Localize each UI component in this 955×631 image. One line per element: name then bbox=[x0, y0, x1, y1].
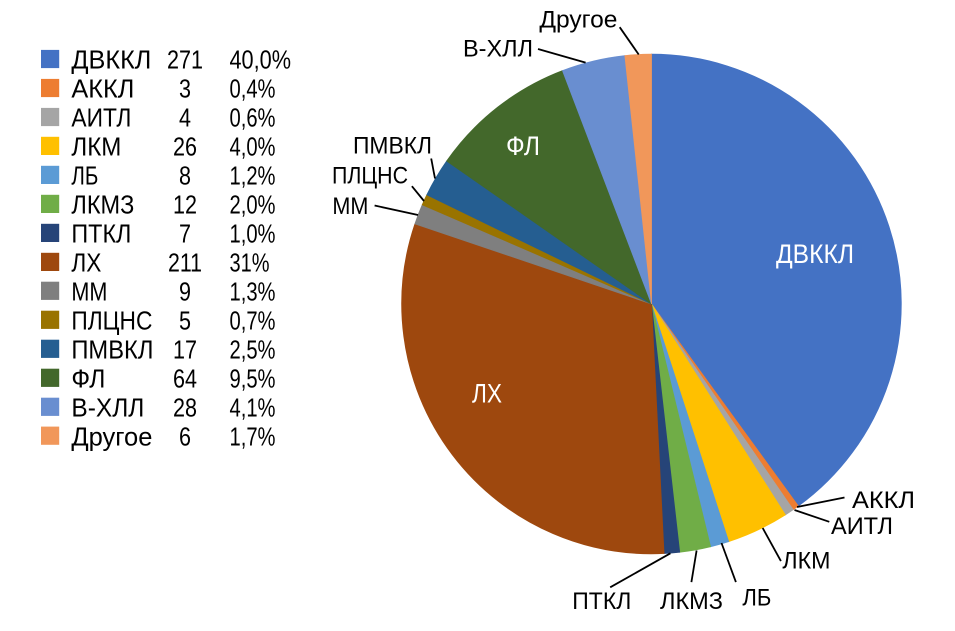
svg-text:В-ХЛЛ: В-ХЛЛ bbox=[463, 36, 533, 63]
svg-text:ПМВКЛ: ПМВКЛ bbox=[71, 334, 153, 364]
svg-text:9,5%: 9,5% bbox=[230, 363, 276, 393]
svg-text:64: 64 bbox=[173, 363, 197, 393]
svg-text:31%: 31% bbox=[230, 248, 270, 278]
svg-text:1,2%: 1,2% bbox=[230, 161, 276, 191]
svg-text:ЛХ: ЛХ bbox=[472, 379, 502, 409]
svg-text:4,0%: 4,0% bbox=[230, 132, 276, 162]
svg-text:Другое: Другое bbox=[71, 421, 152, 451]
svg-text:ФЛ: ФЛ bbox=[506, 131, 540, 161]
svg-text:6: 6 bbox=[179, 421, 191, 451]
svg-text:ПЛЦНС: ПЛЦНС bbox=[332, 163, 408, 190]
svg-text:4: 4 bbox=[179, 103, 191, 133]
svg-text:0,4%: 0,4% bbox=[230, 74, 276, 104]
svg-text:АККЛ: АККЛ bbox=[71, 74, 134, 104]
svg-text:1,0%: 1,0% bbox=[230, 219, 276, 249]
svg-text:АИТЛ: АИТЛ bbox=[71, 103, 131, 133]
svg-text:ФЛ: ФЛ bbox=[71, 363, 105, 393]
svg-text:ЛХ: ЛХ bbox=[71, 248, 101, 278]
svg-text:4,1%: 4,1% bbox=[230, 392, 276, 422]
svg-text:ЛБ: ЛБ bbox=[71, 161, 98, 191]
svg-text:40,0%: 40,0% bbox=[230, 45, 292, 75]
svg-text:1,3%: 1,3% bbox=[230, 276, 276, 306]
svg-text:ПТКЛ: ПТКЛ bbox=[71, 219, 131, 249]
svg-text:ЛКМ: ЛКМ bbox=[71, 132, 121, 162]
svg-text:АККЛ: АККЛ bbox=[852, 487, 915, 514]
svg-text:17: 17 bbox=[173, 334, 197, 364]
svg-text:ЛКМЗ: ЛКМЗ bbox=[71, 190, 134, 220]
svg-text:1,7%: 1,7% bbox=[230, 421, 276, 451]
svg-text:271: 271 bbox=[167, 45, 203, 75]
svg-text:0,6%: 0,6% bbox=[230, 103, 276, 133]
svg-text:28: 28 bbox=[173, 392, 197, 422]
svg-text:211: 211 bbox=[168, 248, 202, 278]
svg-text:В-ХЛЛ: В-ХЛЛ bbox=[71, 392, 144, 422]
svg-text:12: 12 bbox=[173, 190, 197, 220]
svg-text:ЛБ: ЛБ bbox=[742, 585, 771, 612]
svg-text:ММ: ММ bbox=[332, 193, 368, 220]
svg-text:5: 5 bbox=[179, 305, 191, 335]
svg-text:8: 8 bbox=[179, 161, 191, 191]
svg-text:ЛКМ: ЛКМ bbox=[782, 548, 830, 575]
svg-text:0,7%: 0,7% bbox=[230, 305, 276, 335]
svg-text:Другое: Другое bbox=[539, 7, 617, 34]
svg-text:9: 9 bbox=[179, 276, 191, 306]
svg-text:ПТКЛ: ПТКЛ bbox=[572, 588, 631, 615]
svg-text:2,5%: 2,5% bbox=[230, 334, 276, 364]
svg-text:АИТЛ: АИТЛ bbox=[831, 513, 893, 540]
svg-text:26: 26 bbox=[173, 132, 197, 162]
svg-text:ПМВКЛ: ПМВКЛ bbox=[353, 133, 432, 160]
svg-text:ЛКМЗ: ЛКМЗ bbox=[660, 588, 723, 615]
svg-text:ПЛЦНС: ПЛЦНС bbox=[71, 305, 152, 335]
svg-text:ДВККЛ: ДВККЛ bbox=[71, 45, 151, 75]
svg-text:7: 7 bbox=[179, 219, 191, 249]
svg-text:ММ: ММ bbox=[71, 276, 107, 306]
svg-text:3: 3 bbox=[179, 74, 191, 104]
svg-text:2,0%: 2,0% bbox=[230, 190, 276, 220]
svg-text:ДВККЛ: ДВККЛ bbox=[776, 239, 854, 269]
